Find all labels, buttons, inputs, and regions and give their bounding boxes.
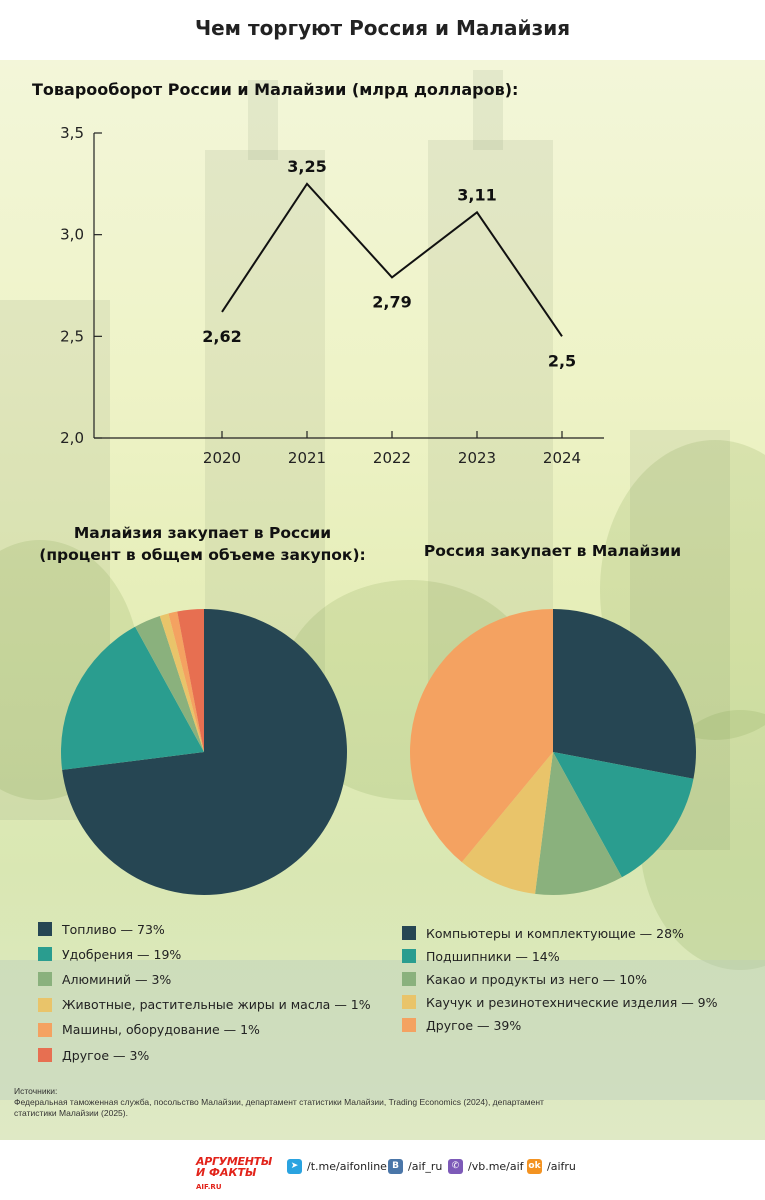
legend-label: Каучук и резинотехнические изделия — 9%	[426, 994, 718, 1010]
page-header: Чем торгуют Россия и Малайзия	[0, 0, 765, 60]
legend-label: Компьютеры и комплектующие — 28%	[426, 925, 684, 941]
x-tick-label: 2021	[288, 449, 326, 467]
ok-icon: ok	[527, 1158, 542, 1174]
legend-item: Животные, растительные жиры и масла — 1%	[38, 996, 371, 1014]
social-link-text: /aifru	[547, 1159, 576, 1173]
legend-swatch	[402, 1018, 416, 1032]
pie-chart-left-title-line-1: Малайзия закупает в России	[73, 524, 332, 542]
y-tick-label: 3,5	[60, 124, 84, 142]
legend-swatch	[402, 949, 416, 963]
legend-item: Удобрения — 19%	[38, 945, 181, 963]
legend-item: Подшипники — 14%	[402, 947, 560, 965]
legend-swatch	[38, 1022, 52, 1037]
aif-logo[interactable]: АРГУМЕНТЫ И ФАКТЫ AIF.RU	[196, 1155, 274, 1191]
footer	[0, 1140, 765, 1200]
y-tick-label: 2,0	[60, 429, 84, 447]
x-tick-label: 2023	[458, 449, 496, 467]
legend-label: Подшипники — 14%	[426, 948, 560, 964]
vk-icon: В	[388, 1158, 403, 1174]
legend-item: Топливо — 73%	[38, 920, 165, 938]
legend-item: Каучук и резинотехнические изделия — 9%	[402, 993, 718, 1011]
pie-chart-right-title-line-1: Россия закупает в Малайзии	[423, 542, 682, 560]
logo-text-bottom-main: И ФАКТЫ	[196, 1166, 257, 1179]
social-link[interactable]: ok/aifru	[527, 1158, 576, 1174]
legend-label: Другое — 3%	[62, 1047, 150, 1063]
logo-text-top: АРГУМЕНТЫ	[196, 1155, 272, 1168]
y-tick-label: 2,5	[60, 327, 84, 345]
x-tick-label: 2024	[543, 449, 581, 467]
legend-label: Машины, оборудование — 1%	[62, 1022, 260, 1038]
social-link-text: /aif_ru	[408, 1159, 443, 1173]
legend-label: Удобрения — 19%	[62, 946, 182, 962]
y-tick-label: 3,0	[60, 226, 84, 244]
social-link-text: /vb.me/aif	[468, 1159, 524, 1173]
social-link[interactable]: ➤ /t.me/aifonline	[287, 1158, 387, 1174]
sources-heading: Источники:	[14, 1086, 58, 1096]
data-label: 2,62	[202, 327, 241, 346]
pie-chart-left-title: Малайзия закупает в России (процент в об…	[30, 522, 375, 566]
background-photo	[0, 60, 765, 1140]
telegram-icon: ➤	[287, 1158, 302, 1174]
legend-swatch	[38, 972, 52, 987]
data-label: 2,79	[372, 292, 411, 311]
legend-item: Компьютеры и комплектующие — 28%	[402, 924, 684, 942]
x-tick-label: 2020	[203, 449, 241, 467]
legend-label: Другое — 39%	[426, 1017, 522, 1033]
social-link[interactable]: В/aif_ru	[388, 1158, 442, 1174]
legend-swatch	[38, 997, 52, 1012]
legend-swatch	[402, 926, 416, 940]
legend-label: Какао и продукты из него — 10%	[426, 971, 647, 987]
sources: Источники: Федеральная таможенная служба…	[14, 1086, 574, 1119]
pie-chart-left-title-line-2: (процент в общем объеме закупок):	[39, 546, 366, 564]
logo-text-bottom: И ФАКТЫ AIF.RU	[196, 1166, 274, 1192]
data-label: 2,5	[548, 351, 576, 370]
legend-swatch	[402, 995, 416, 1009]
legend-item: Другое — 3%	[38, 1046, 149, 1064]
line-chart-title: Товарооборот России и Малайзии (млрд дол…	[32, 80, 519, 99]
data-label: 3,11	[457, 185, 496, 204]
legend-swatch	[38, 947, 52, 962]
legend-swatch	[402, 972, 416, 986]
legend-label: Алюминий — 3%	[62, 971, 172, 987]
legend-item: Какао и продукты из него — 10%	[402, 970, 647, 988]
legend-item: Алюминий — 3%	[38, 970, 171, 988]
legend-item: Другое — 39%	[402, 1016, 521, 1034]
data-label: 3,25	[287, 157, 326, 176]
series-line	[221, 182, 563, 337]
social-link-text: /t.me/aifonline	[307, 1159, 387, 1173]
legend-swatch	[38, 1048, 52, 1062]
social-link[interactable]: ✆ /vb.me/aif	[448, 1158, 524, 1174]
legend-swatch	[38, 922, 52, 936]
legend-label: Животные, растительные жиры и масла — 1%	[62, 997, 371, 1013]
line-chart: 2,0 2,5 3,0 3,5 2020 2021 2022 2023 2024 2,62 3,25…	[60, 124, 604, 467]
sources-text: Федеральная таможенная служба, посольств…	[14, 1097, 544, 1118]
logo-site: AIF.RU	[196, 1183, 222, 1191]
page-title: Чем торгуют Россия и Малайзия	[194, 16, 571, 40]
pie-chart-right-title: Россия закупает в Малайзии	[400, 540, 705, 562]
legend-item: Машины, оборудование — 1%	[38, 1021, 260, 1039]
legend-label: Топливо — 73%	[62, 921, 165, 937]
x-tick-label: 2022	[373, 449, 411, 467]
viber-icon: ✆	[448, 1158, 463, 1174]
